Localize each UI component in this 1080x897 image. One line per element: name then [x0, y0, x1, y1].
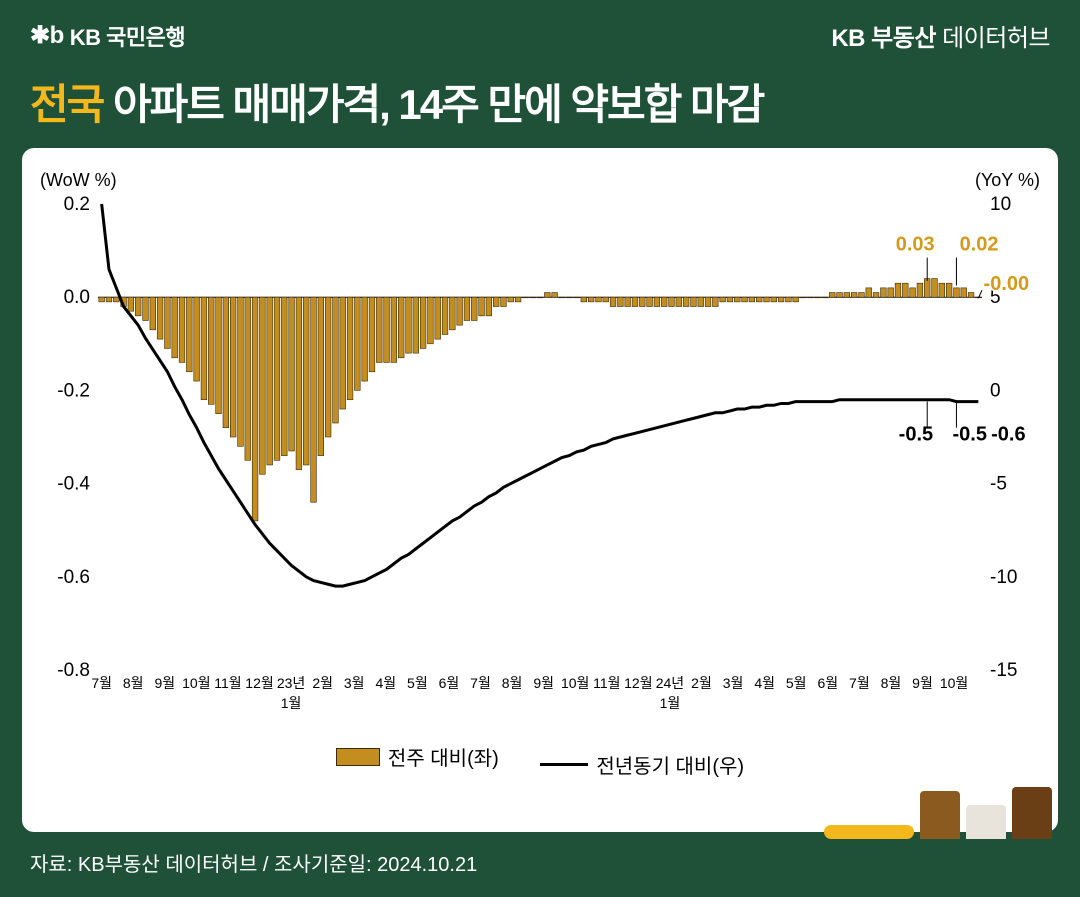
svg-text:24년: 24년 — [656, 675, 684, 691]
svg-text:-0.6: -0.6 — [991, 424, 1025, 446]
logo-right-thin: 데이터허브 — [936, 25, 1050, 52]
legend: 전주 대비(좌) 전년동기 대비(우) — [40, 730, 1040, 779]
svg-text:6월: 6월 — [817, 675, 838, 691]
svg-text:7월: 7월 — [470, 675, 491, 691]
left-axis-label: (WoW %) — [40, 170, 117, 191]
deco-block-icon — [920, 791, 960, 839]
legend-line-label: 전년동기 대비(우) — [596, 750, 744, 779]
svg-text:12월: 12월 — [245, 675, 273, 691]
svg-text:1월: 1월 — [660, 695, 681, 711]
chart-svg: 0.20.0-0.2-0.4-0.6-0.81050-5-10-157월8월9월… — [40, 196, 1040, 730]
svg-text:-0.4: -0.4 — [57, 474, 90, 495]
page-title: 전국 아파트 매매가격, 14주 만에 약보합 마감 — [0, 63, 1080, 148]
title-highlight: 전국 — [30, 81, 103, 128]
svg-text:2월: 2월 — [691, 675, 712, 691]
svg-text:-0.00: -0.00 — [984, 273, 1030, 295]
svg-text:0.02: 0.02 — [960, 234, 999, 256]
svg-text:0.03: 0.03 — [896, 234, 935, 256]
svg-text:1월: 1월 — [281, 695, 302, 711]
legend-bar: 전주 대비(좌) — [336, 742, 499, 771]
svg-text:0.2: 0.2 — [64, 196, 90, 215]
deco-bars — [824, 787, 1052, 839]
logo-right-bold: KB 부동산 — [831, 25, 936, 52]
svg-text:9월: 9월 — [154, 675, 175, 691]
svg-text:2월: 2월 — [312, 675, 333, 691]
svg-text:8월: 8월 — [881, 675, 902, 691]
svg-text:0: 0 — [990, 380, 1001, 401]
svg-text:-0.6: -0.6 — [57, 567, 90, 588]
deco-block-icon — [1012, 787, 1052, 839]
svg-text:-0.5: -0.5 — [953, 424, 987, 446]
svg-text:7월: 7월 — [91, 675, 112, 691]
deco-block-icon — [966, 805, 1006, 839]
chart-panel: (WoW %) (YoY %) 0.2 0.0 -0.2 -0.4 -0.6 -0.8 10… — [22, 148, 1058, 832]
svg-text:-10: -10 — [990, 567, 1017, 588]
svg-text:11월: 11월 — [593, 675, 620, 691]
svg-text:9월: 9월 — [912, 675, 933, 691]
svg-text:3월: 3월 — [723, 675, 744, 691]
svg-text:6월: 6월 — [439, 675, 460, 691]
svg-text:12월: 12월 — [624, 675, 652, 691]
logo-left: ✱b KB 국민은행 — [30, 20, 185, 52]
svg-text:10월: 10월 — [940, 675, 968, 691]
legend-line: 전년동기 대비(우) — [540, 750, 744, 779]
deco-pill-icon — [824, 825, 914, 839]
legend-line-swatch-icon — [540, 763, 588, 766]
svg-text:5월: 5월 — [786, 675, 807, 691]
infographic-root: ✱b KB 국민은행 KB 부동산 데이터허브 전국 아파트 매매가격, 14주… — [0, 0, 1080, 897]
header: ✱b KB 국민은행 KB 부동산 데이터허브 — [0, 0, 1080, 63]
svg-text:-15: -15 — [990, 660, 1017, 681]
svg-text:4월: 4월 — [754, 675, 775, 691]
right-axis-label: (YoY %) — [975, 170, 1040, 191]
svg-text:-5: -5 — [990, 474, 1007, 495]
svg-text:-0.2: -0.2 — [57, 380, 90, 401]
svg-text:4월: 4월 — [375, 675, 396, 691]
svg-text:11월: 11월 — [214, 675, 241, 691]
logo-right: KB 부동산 데이터허브 — [831, 18, 1050, 53]
svg-text:5월: 5월 — [407, 675, 428, 691]
svg-text:-0.5: -0.5 — [899, 424, 933, 446]
svg-text:23년: 23년 — [277, 675, 305, 691]
svg-text:3월: 3월 — [344, 675, 365, 691]
svg-text:10: 10 — [990, 196, 1011, 215]
svg-text:9월: 9월 — [533, 675, 554, 691]
legend-bar-label: 전주 대비(좌) — [388, 742, 499, 771]
legend-bar-swatch-icon — [336, 748, 380, 766]
logo-left-text: KB 국민은행 — [70, 20, 185, 52]
svg-text:7월: 7월 — [849, 675, 870, 691]
svg-text:8월: 8월 — [123, 675, 144, 691]
svg-text:8월: 8월 — [502, 675, 523, 691]
title-rest: 아파트 매매가격, 14주 만에 약보합 마감 — [103, 81, 763, 128]
chart-area: (WoW %) (YoY %) 0.2 0.0 -0.2 -0.4 -0.6 -0.8 10… — [40, 170, 1040, 730]
svg-text:0.0: 0.0 — [64, 287, 90, 308]
kb-star-icon: ✱b — [30, 21, 64, 50]
svg-text:10월: 10월 — [561, 675, 589, 691]
svg-text:10월: 10월 — [182, 675, 210, 691]
svg-text:-0.8: -0.8 — [57, 660, 90, 681]
